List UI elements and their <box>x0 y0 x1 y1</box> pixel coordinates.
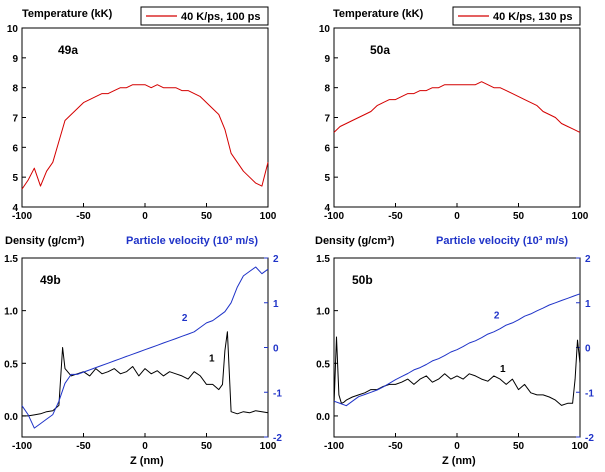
ylabel-49b: Density (g/cm³) <box>5 235 85 247</box>
legend-50a <box>452 6 581 26</box>
x-tick-label: 100 <box>260 441 277 452</box>
series-line-50b-left <box>333 336 581 406</box>
x-tick-label: -100 <box>12 441 32 452</box>
y-tick-label: 4 <box>12 203 18 214</box>
y-tick-label: 10 <box>7 24 19 35</box>
plot-area-49b: -100 -50 0 50 100 0.0 0.5 1.0 1.5 -2 -1 0 1 2 1 2 <box>4 254 282 452</box>
plot-area-49a: -100 -50 0 50 100 4 5 6 7 8 9 10 <box>7 24 277 222</box>
y2-tick-label: -1 <box>273 388 282 399</box>
legend-label-49a: 40 K/ps, 100 ps <box>181 11 261 23</box>
y-tick-label: 6 <box>12 143 18 154</box>
panel-label-49b: 49b <box>40 273 61 287</box>
series-line-49b-left <box>22 331 269 417</box>
legend-49a <box>140 6 269 26</box>
panel-49a: Temperature (kK) 40 K/ps, 100 ps 49a -10… <box>7 6 277 222</box>
plot-area-50a: -100 -50 0 50 100 4 5 6 7 8 9 10 <box>319 24 589 222</box>
series-label: 2 <box>494 311 500 322</box>
x-tick-label: 0 <box>142 441 148 452</box>
x-tick-label: -100 <box>12 211 32 222</box>
ylabel-50a: Temperature (kK) <box>333 8 424 20</box>
series-label: 1 <box>209 353 215 364</box>
x-tick-label: 50 <box>513 211 525 222</box>
x-tick-label: 100 <box>572 441 589 452</box>
x-tick-label: 50 <box>513 441 525 452</box>
y-tick-label: 8 <box>324 84 330 95</box>
y2-tick-label: 1 <box>585 299 591 310</box>
panel-label-50b: 50b <box>352 273 373 287</box>
series-label: 2 <box>182 313 188 324</box>
y-tick-label: 1.0 <box>4 307 18 318</box>
y2-tick-label: 2 <box>585 254 591 265</box>
y2label-50b: Particle velocity (10³ m/s) <box>436 235 568 247</box>
x-tick-label: 0 <box>454 441 460 452</box>
x-tick-label: -50 <box>76 211 91 222</box>
ylabel-49a: Temperature (kK) <box>22 8 113 20</box>
x-tick-label: 50 <box>201 441 213 452</box>
y-tick-label: 5 <box>12 173 18 184</box>
y-tick-label: 0.0 <box>4 412 18 423</box>
y-tick-label: 4 <box>324 203 330 214</box>
y2-tick-label: 0 <box>273 344 279 355</box>
y2-tick-label: -1 <box>585 388 594 399</box>
y2-tick-label: -2 <box>273 433 282 444</box>
x-tick-label: 100 <box>260 211 277 222</box>
y2-tick-label: -2 <box>585 433 594 444</box>
series-line-50b-right <box>333 293 581 407</box>
legend-label-50a: 40 K/ps, 130 ps <box>493 11 573 23</box>
x-tick-label: 0 <box>454 211 460 222</box>
x-tick-label: -50 <box>388 441 403 452</box>
x-tick-label: 50 <box>201 211 213 222</box>
x-tick-label: -50 <box>388 211 403 222</box>
plot-area-50b: -100 -50 0 50 100 0.0 0.5 1.0 1.5 -2 -1 0 1 2 1 2 <box>316 254 594 452</box>
y-tick-label: 1.5 <box>316 254 330 265</box>
x-tick-label: 0 <box>142 211 148 222</box>
panel-label-49a: 49a <box>58 43 78 57</box>
y-tick-label: 9 <box>12 54 18 65</box>
y-tick-label: 8 <box>12 84 18 95</box>
y-tick-label: 0.0 <box>316 412 330 423</box>
y2-tick-label: 1 <box>273 299 279 310</box>
y-tick-label: 5 <box>324 173 330 184</box>
y2label-49b: Particle velocity (10³ m/s) <box>126 235 258 247</box>
x-tick-label: -100 <box>324 211 344 222</box>
y-tick-label: 1.5 <box>4 254 18 265</box>
y2-tick-label: 0 <box>585 344 591 355</box>
series-line-49b-right <box>21 266 269 429</box>
y-tick-label: 7 <box>12 114 18 125</box>
y-tick-label: 0.5 <box>4 359 18 370</box>
panel-49b: Density (g/cm³) Particle velocity (10³ m… <box>4 235 282 467</box>
y-tick-label: 7 <box>324 114 330 125</box>
series-line-50a-main <box>333 81 581 133</box>
y-tick-label: 10 <box>319 24 331 35</box>
series-label: 1 <box>500 364 506 375</box>
y-tick-label: 0.5 <box>316 359 330 370</box>
y-tick-label: 9 <box>324 54 330 65</box>
panel-50b: Density (g/cm³) Particle velocity (10³ m… <box>315 235 594 467</box>
panel-label-50a: 50a <box>370 43 390 57</box>
panel-50a: Temperature (kK) 40 K/ps, 130 ps 50a -10… <box>319 6 589 222</box>
xlabel-49b: Z (nm) <box>130 455 164 467</box>
series-line-49a-main <box>21 84 269 190</box>
xlabel-50b: Z (nm) <box>442 455 476 467</box>
ylabel-50b: Density (g/cm³) <box>315 235 395 247</box>
x-tick-label: 100 <box>572 211 589 222</box>
y-tick-label: 6 <box>324 143 330 154</box>
x-tick-label: -100 <box>324 441 344 452</box>
x-tick-label: -50 <box>76 441 91 452</box>
y-tick-label: 1.0 <box>316 307 330 318</box>
y2-tick-label: 2 <box>273 254 279 265</box>
